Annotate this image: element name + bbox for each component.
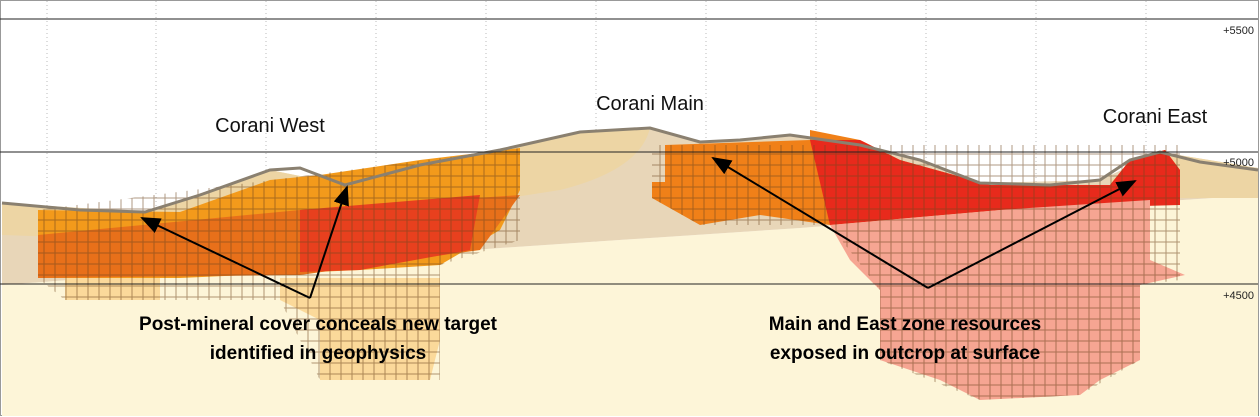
elevation-label: +5000 <box>1223 157 1254 169</box>
arrows <box>140 156 1137 299</box>
block-model <box>38 130 1185 400</box>
elevation-lines <box>0 18 1258 285</box>
elevation-label: +5500 <box>1223 25 1254 37</box>
annotation: identified in geophysics <box>210 343 426 364</box>
annotation: Post-mineral cover conceals new target <box>139 314 498 335</box>
section-label: Corani East <box>1103 106 1208 128</box>
section-label: Corani Main <box>596 93 704 115</box>
annotation: Main and East zone resources <box>769 314 1041 335</box>
section-label: Corani West <box>215 115 325 137</box>
annotation: exposed in outcrop at surface <box>770 343 1040 364</box>
topography <box>1 126 1259 214</box>
elevation-label: +4500 <box>1223 290 1254 302</box>
